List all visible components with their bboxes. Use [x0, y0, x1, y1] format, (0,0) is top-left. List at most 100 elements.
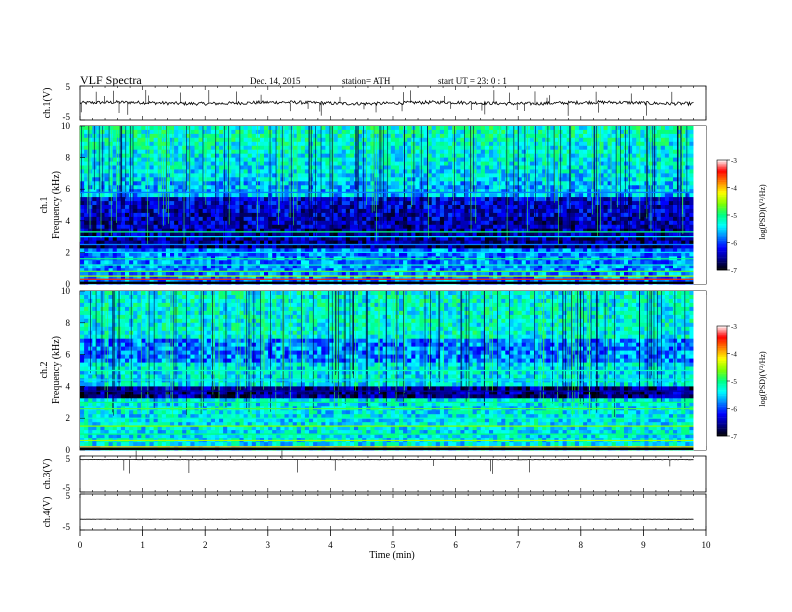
spectrogram-cell	[489, 157, 494, 162]
spectrogram-cell	[362, 208, 367, 214]
spectrogram-cell	[464, 149, 469, 155]
spectrogram-cell	[509, 185, 514, 190]
spectrogram-cell	[628, 201, 633, 206]
spectrogram-cell	[677, 208, 682, 214]
spectrogram-cell	[407, 165, 412, 170]
spectrogram-cell	[182, 181, 187, 186]
spectrogram-cell	[668, 165, 674, 170]
spectrogram-cell	[329, 126, 334, 131]
spectrogram-cell	[668, 220, 674, 226]
spectrogram-cell	[153, 169, 159, 174]
spectrogram-cell	[141, 212, 146, 218]
spectrogram-cell	[141, 236, 146, 241]
spectrogram-cell	[427, 189, 433, 194]
spectrogram-cell	[419, 197, 424, 202]
spectrogram-cell	[517, 149, 523, 155]
header-station: station= ATH	[342, 76, 391, 86]
spectrogram-cell	[521, 185, 527, 190]
spectrogram-cell	[603, 201, 608, 206]
spectrogram-cell	[317, 129, 322, 135]
spectrogram-cell	[137, 220, 142, 226]
spectrogram-cell	[542, 177, 547, 182]
spectrogram-cell	[92, 216, 97, 222]
spectrogram-cell	[554, 201, 559, 206]
spectrogram-cell	[288, 201, 294, 206]
spectrogram-cell	[640, 232, 645, 238]
spectrogram-cell	[673, 145, 678, 151]
spectrogram-cell	[619, 208, 625, 214]
spectrogram-cell	[624, 220, 629, 226]
spectrogram-cell	[104, 149, 109, 155]
spectrogram-cell	[333, 165, 339, 170]
spectrogram-cell	[247, 212, 253, 218]
spectrogram-cell	[517, 185, 523, 190]
spectrogram-cell	[399, 181, 404, 186]
spectrogram-cell	[366, 173, 371, 178]
spectrogram-cell	[603, 189, 608, 194]
spectrogram-cell	[599, 149, 604, 155]
spectrogram-cell	[341, 129, 347, 135]
spectrogram-cell	[116, 212, 122, 218]
spectrogram-cell	[165, 228, 171, 234]
spectrogram-cell	[206, 228, 212, 234]
spectrogram-cell	[325, 173, 330, 178]
spectrogram-cell	[358, 208, 363, 214]
spectrogram-cell	[435, 212, 441, 218]
spectrogram-cell	[243, 201, 249, 206]
spectrogram-cell	[685, 197, 690, 202]
spectrogram-cell	[186, 161, 191, 166]
spectrogram-cell	[133, 185, 138, 190]
spectrogram-cell	[493, 205, 498, 210]
spectrogram-cell	[546, 205, 551, 210]
spectrogram-cell	[120, 133, 126, 139]
spectrogram-cell	[390, 212, 396, 218]
spectrogram-cell	[636, 224, 641, 230]
spectrogram-cell	[157, 232, 163, 238]
spectrogram-cell	[509, 220, 514, 226]
spectrogram-cell	[542, 161, 547, 166]
spectrogram-cell	[112, 141, 118, 147]
spectrogram-cell	[480, 153, 486, 159]
spectrogram-cell	[206, 212, 212, 218]
spectrogram-cell	[403, 189, 408, 194]
spectrogram-cell	[198, 153, 204, 159]
spectrogram-cell	[603, 197, 608, 202]
spectrogram-cell	[538, 208, 543, 214]
spectrogram-cell	[321, 169, 326, 174]
spectrogram-cell	[129, 149, 134, 155]
spectrogram-cell	[170, 212, 175, 218]
spectrogram-cell	[460, 137, 465, 143]
spectrogram-cell	[611, 205, 617, 210]
spectrogram-cell	[611, 126, 617, 131]
spectrogram-cell	[394, 224, 400, 230]
spectrogram-cell	[349, 133, 355, 139]
spectrogram-cell	[300, 208, 306, 214]
spectrogram-cell	[325, 129, 330, 135]
spectrogram-cell	[435, 173, 441, 178]
spectrogram-cell	[231, 216, 236, 222]
spectrogram-cell	[112, 169, 118, 174]
spectrogram-cell	[619, 137, 625, 143]
spectrogram-cell	[423, 189, 428, 194]
spectrogram-cell	[210, 185, 216, 190]
spectrogram-cell	[170, 137, 175, 143]
spectrogram-cell	[403, 126, 408, 131]
spectrogram-cell	[501, 228, 506, 234]
spectrogram-cell	[219, 232, 224, 238]
spectrogram-cell	[456, 177, 461, 182]
spectrogram-cell	[554, 145, 559, 151]
spectrogram-cell	[427, 201, 433, 206]
spectrogram-cell	[529, 205, 535, 210]
spectrogram-cell	[108, 153, 114, 159]
spectrogram-cell	[345, 145, 351, 151]
spectrogram-cell	[292, 141, 298, 147]
spectrogram-cell	[333, 201, 339, 206]
spectrogram-cell	[513, 153, 518, 159]
spectrogram-cell	[529, 173, 535, 178]
spectrogram-cell	[689, 236, 694, 241]
spectrogram-cell	[120, 185, 126, 190]
spectrogram-cell	[243, 169, 249, 174]
spectrogram-cell	[444, 201, 449, 206]
spectrogram-cell	[333, 173, 339, 178]
spectrogram-cell	[264, 137, 269, 143]
